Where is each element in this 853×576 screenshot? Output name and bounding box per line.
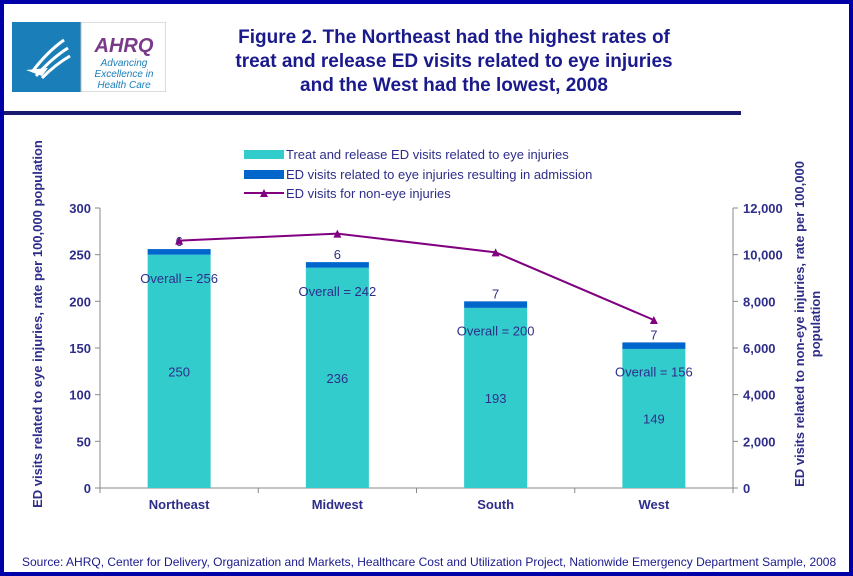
page-title: Figure 2. The Northeast had the highest … bbox=[184, 26, 724, 98]
svg-text:Health Care: Health Care bbox=[97, 80, 151, 91]
y-tick-label: 0 bbox=[84, 481, 91, 496]
data-label-treat-release: 149 bbox=[643, 411, 665, 426]
title-line: Figure 2. The Northeast had the highest … bbox=[238, 27, 670, 48]
bar-admission bbox=[147, 249, 211, 255]
overall-annotation: Overall = 156 bbox=[615, 364, 693, 379]
chart: 0 50 100 150 200 250 300 0 2,000 4,000 6,000 8,000 1… bbox=[30, 140, 823, 512]
svg-text:AHRQ: AHRQ bbox=[94, 35, 154, 57]
legend-label: Treat and release ED visits related to e… bbox=[286, 147, 569, 162]
overall-annotation: Overall = 200 bbox=[457, 323, 535, 338]
svg-text:Advancing: Advancing bbox=[100, 58, 148, 69]
y2-tick-label: 10,000 bbox=[743, 248, 783, 263]
x-tick-label: West bbox=[638, 497, 669, 512]
x-tick-label: Midwest bbox=[312, 497, 364, 512]
bar-admission bbox=[305, 262, 369, 268]
y-tick-label: 250 bbox=[69, 248, 91, 263]
data-label-treat-release: 193 bbox=[485, 391, 507, 406]
y2-axis-title: population bbox=[808, 291, 823, 357]
y2-axis-title: ED visits related to non-eye injuries, r… bbox=[792, 161, 807, 487]
data-label-admission: 7 bbox=[650, 327, 657, 342]
bar-treat-release bbox=[305, 267, 369, 488]
bar-admission bbox=[464, 301, 528, 308]
title-line: treat and release ED visits related to e… bbox=[235, 51, 673, 72]
line-marker bbox=[649, 316, 658, 324]
legend-swatch bbox=[244, 150, 284, 159]
svg-text:Excellence in: Excellence in bbox=[95, 69, 154, 80]
legend-marker bbox=[260, 189, 268, 197]
bar-treat-release bbox=[464, 307, 528, 488]
y2-tick-label: 0 bbox=[743, 481, 750, 496]
line-marker bbox=[333, 229, 342, 238]
source-note: Source: AHRQ, Center for Delivery, Organ… bbox=[22, 555, 837, 569]
x-tick-label: Northeast bbox=[149, 497, 210, 512]
bar-treat-release bbox=[622, 348, 686, 488]
y2-tick-label: 12,000 bbox=[743, 201, 783, 216]
y-tick-label: 50 bbox=[77, 434, 91, 449]
y2-tick-label: 2,000 bbox=[743, 434, 776, 449]
y2-tick-label: 4,000 bbox=[743, 388, 776, 403]
data-label-treat-release: 250 bbox=[168, 364, 190, 379]
y-axis-title: ED visits related to eye injuries, rate … bbox=[30, 140, 45, 508]
y-tick-label: 150 bbox=[69, 341, 91, 356]
overall-annotation: Overall = 242 bbox=[299, 284, 377, 299]
ahrq-logo: AHRQ Advancing Excellence in Health Care bbox=[12, 22, 166, 92]
bar-treat-release bbox=[147, 254, 211, 488]
line-marker bbox=[491, 248, 500, 257]
y-tick-label: 200 bbox=[69, 294, 91, 309]
y2-tick-label: 8,000 bbox=[743, 294, 776, 309]
legend-label: ED visits for non-eye injuries bbox=[286, 186, 451, 201]
title-line: and the West had the lowest, 2008 bbox=[300, 75, 608, 96]
bar-admission bbox=[622, 342, 686, 349]
title-divider bbox=[4, 111, 741, 115]
y2-tick-label: 6,000 bbox=[743, 341, 776, 356]
figure-frame: AHRQ Advancing Excellence in Health Care… bbox=[4, 4, 849, 572]
line-non-eye bbox=[179, 232, 655, 321]
legend-swatch bbox=[244, 170, 284, 179]
legend-label: ED visits related to eye injuries result… bbox=[286, 167, 592, 182]
y-tick-label: 300 bbox=[69, 201, 91, 216]
data-label-treat-release: 236 bbox=[327, 371, 349, 386]
data-label-admission: 7 bbox=[492, 286, 499, 301]
line-marker bbox=[175, 236, 184, 245]
y-tick-label: 100 bbox=[69, 388, 91, 403]
data-label-admission: 6 bbox=[334, 247, 341, 262]
overall-annotation: Overall = 256 bbox=[140, 271, 218, 286]
x-tick-label: South bbox=[477, 497, 514, 512]
